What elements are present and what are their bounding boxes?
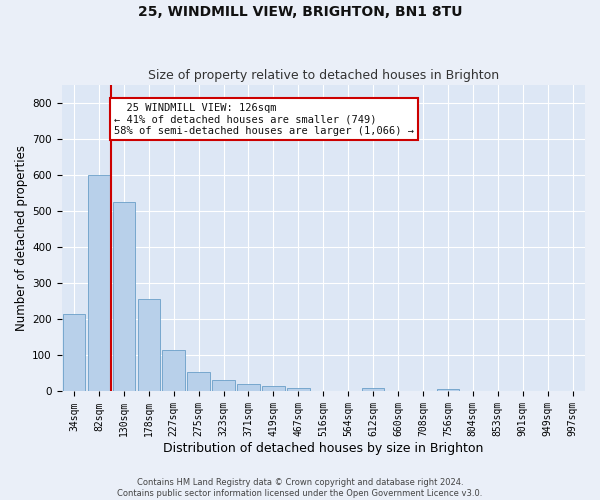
Bar	[113, 202, 135, 392]
Bar	[88, 175, 110, 392]
Text: 25 WINDMILL VIEW: 126sqm  
← 41% of detached houses are smaller (749)
58% of sem: 25 WINDMILL VIEW: 126sqm ← 41% of detach…	[114, 102, 414, 136]
Bar	[163, 350, 185, 392]
Title: Size of property relative to detached houses in Brighton: Size of property relative to detached ho…	[148, 69, 499, 82]
Bar	[212, 380, 235, 392]
Bar	[362, 388, 385, 392]
X-axis label: Distribution of detached houses by size in Brighton: Distribution of detached houses by size …	[163, 442, 484, 455]
Bar	[137, 300, 160, 392]
Bar	[262, 386, 284, 392]
Bar	[237, 384, 260, 392]
Bar	[63, 314, 85, 392]
Bar	[287, 388, 310, 392]
Text: Contains HM Land Registry data © Crown copyright and database right 2024.
Contai: Contains HM Land Registry data © Crown c…	[118, 478, 482, 498]
Bar	[187, 372, 210, 392]
Bar	[437, 388, 459, 392]
Text: 25, WINDMILL VIEW, BRIGHTON, BN1 8TU: 25, WINDMILL VIEW, BRIGHTON, BN1 8TU	[138, 5, 462, 19]
Y-axis label: Number of detached properties: Number of detached properties	[15, 145, 28, 331]
